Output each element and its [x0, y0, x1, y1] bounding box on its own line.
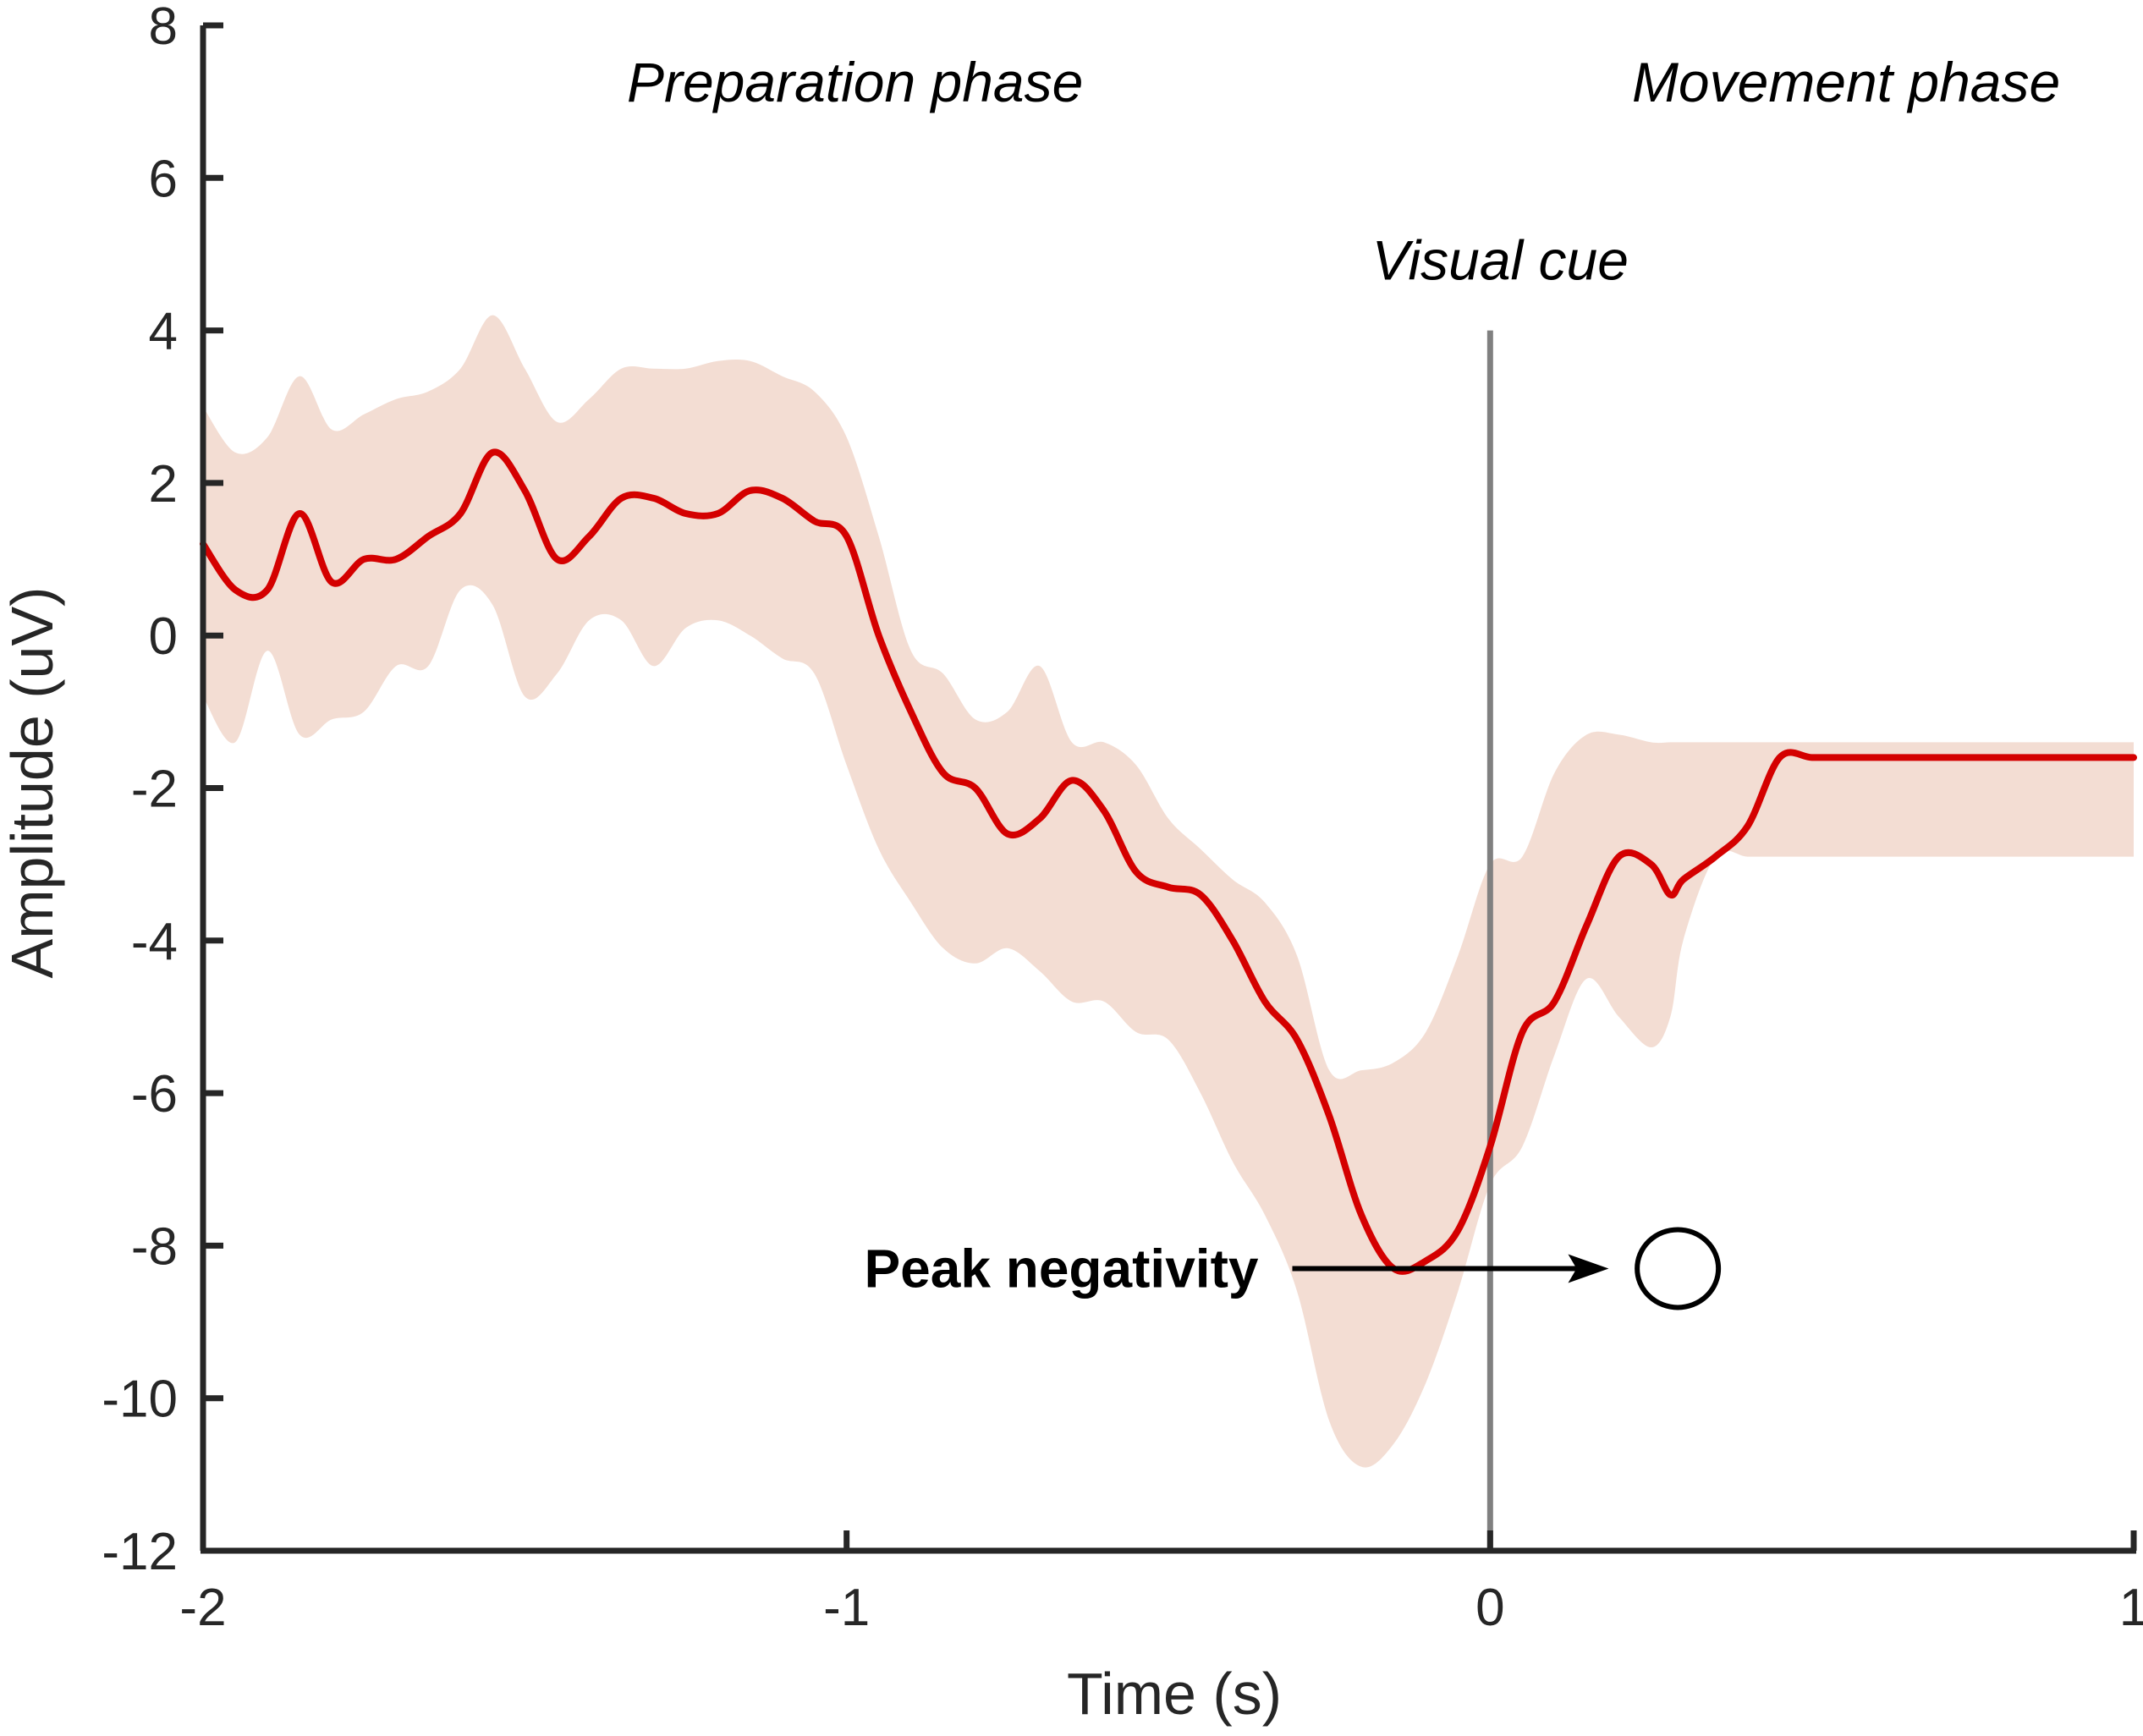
y-tick-label: -12 [102, 1523, 178, 1581]
y-tick-label: -10 [102, 1371, 178, 1429]
y-tick-label: 4 [149, 303, 178, 361]
confidence-band-layer [203, 315, 2134, 1468]
peak-circle [1635, 1227, 1722, 1310]
mean-line-layer [200, 448, 2137, 1275]
y-tick-label: 6 [149, 150, 178, 208]
y-tick-label: -4 [131, 913, 178, 971]
y-tick-label: -8 [131, 1217, 178, 1276]
x-tick-label: 0 [1475, 1579, 1504, 1637]
movement-phase-label: Movement phase [1632, 51, 2060, 113]
y-tick-label: 0 [149, 607, 178, 666]
preparation-phase-label: Preparation phase [627, 51, 1083, 113]
peak-arrow-head [1568, 1254, 1609, 1283]
y-axis-title: Amplitude (uV) [0, 587, 65, 979]
x-tick-label: -2 [179, 1579, 226, 1637]
x-axis-title: Time (s) [1067, 1661, 1282, 1727]
peak-negativity-label: Peak negativity [864, 1238, 1258, 1299]
y-tick-label: -6 [131, 1065, 178, 1123]
axes [200, 22, 2137, 1554]
x-tick-label: -1 [823, 1579, 870, 1637]
y-tick-label: 8 [149, 0, 178, 56]
y-tick-label: -2 [131, 761, 178, 819]
x-tick-label: 1 [2119, 1579, 2143, 1637]
confidence-band [203, 315, 2134, 1468]
visual-cue-label: Visual cue [1372, 229, 1629, 292]
y-tick-label: 2 [149, 455, 178, 514]
mean-amplitude-line [200, 448, 2137, 1275]
annotations: Visual cue Preparation phase Movement phas… [627, 51, 2060, 1310]
